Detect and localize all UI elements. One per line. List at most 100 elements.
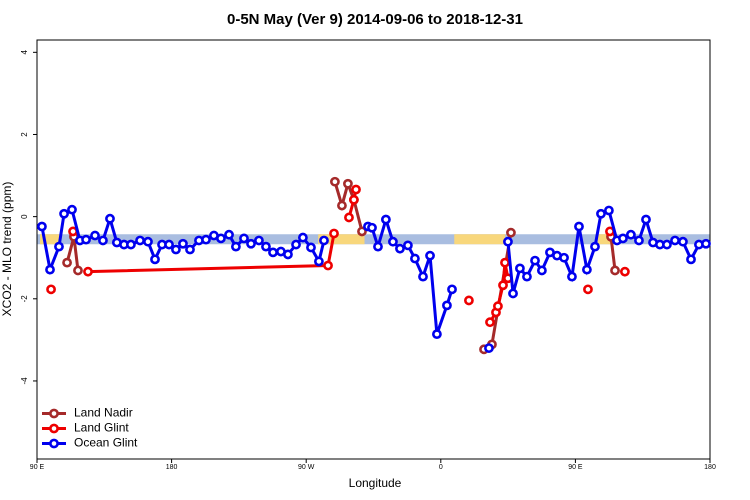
point	[178, 238, 188, 249]
point	[678, 236, 688, 247]
point	[81, 234, 91, 245]
point	[498, 280, 508, 291]
point	[83, 266, 93, 277]
x-tick-label: 90 E	[568, 464, 583, 471]
point	[485, 317, 495, 328]
x-tick-label: 90 W	[298, 464, 315, 471]
point	[583, 284, 593, 295]
x-axis-label: Longitude	[349, 476, 402, 490]
legend-marker	[49, 408, 59, 419]
legend-label: Ocean Glint	[74, 436, 138, 450]
point	[46, 284, 56, 295]
point	[67, 204, 77, 215]
point	[298, 232, 308, 243]
point	[388, 236, 398, 247]
legend-marker	[49, 438, 59, 449]
point	[143, 236, 153, 247]
point	[515, 263, 525, 274]
point	[291, 239, 301, 250]
point	[536, 265, 547, 276]
x-tick-label: 90 E	[30, 464, 45, 471]
point	[582, 264, 592, 275]
point	[344, 212, 354, 223]
point	[351, 184, 361, 195]
point	[37, 221, 47, 232]
point	[686, 254, 696, 265]
x-tick-label: 180	[704, 464, 716, 471]
point	[367, 222, 377, 233]
point	[268, 247, 278, 258]
point	[618, 233, 628, 244]
point	[493, 301, 503, 312]
band-highlight	[39, 234, 60, 245]
point	[216, 233, 226, 244]
point	[201, 234, 211, 245]
point	[306, 242, 316, 253]
plot-frame	[36, 39, 711, 460]
point	[530, 255, 540, 266]
point	[98, 235, 108, 246]
legend-marker	[49, 423, 59, 434]
point	[442, 300, 452, 311]
point	[590, 241, 600, 252]
point	[701, 238, 711, 249]
point	[150, 254, 160, 265]
point	[185, 244, 195, 255]
point	[381, 214, 391, 225]
point	[508, 288, 518, 299]
point	[164, 239, 174, 250]
point	[337, 200, 347, 211]
point	[596, 208, 606, 219]
point	[357, 226, 367, 237]
point	[500, 257, 510, 268]
point	[410, 253, 420, 264]
point	[283, 249, 293, 260]
point	[73, 265, 83, 276]
point	[567, 271, 577, 282]
chart-title: 0-5N May (Ver 9) 2014-09-06 to 2018-12-3…	[227, 11, 523, 28]
point	[90, 230, 100, 241]
point	[395, 243, 405, 254]
point	[604, 205, 614, 216]
x-tick-label: 0	[439, 464, 443, 471]
point	[670, 235, 680, 246]
point	[402, 240, 413, 251]
point	[105, 213, 115, 224]
point	[323, 260, 333, 271]
point	[54, 241, 64, 252]
point	[484, 343, 494, 353]
band-highlight	[318, 234, 365, 245]
point	[641, 214, 651, 225]
x-tick-label: 180	[166, 464, 178, 471]
point	[464, 295, 474, 306]
point	[559, 252, 569, 263]
point	[135, 235, 145, 246]
point	[62, 257, 72, 268]
point	[610, 265, 620, 276]
point	[319, 235, 329, 246]
y-tick-label: -2	[20, 295, 29, 303]
legend-label: Land Nadir	[74, 406, 133, 420]
point	[45, 264, 55, 275]
point	[343, 178, 353, 189]
point	[620, 266, 630, 277]
point	[662, 239, 672, 250]
point	[246, 238, 256, 249]
point	[373, 241, 383, 252]
point	[634, 235, 644, 246]
y-tick-label: 2	[20, 132, 29, 137]
legend-label: Land Glint	[74, 421, 129, 435]
point	[432, 329, 442, 340]
point	[329, 228, 339, 239]
point	[59, 208, 69, 219]
point	[126, 239, 136, 250]
point	[574, 221, 584, 232]
point	[503, 236, 513, 247]
point	[239, 233, 249, 244]
point	[522, 271, 532, 282]
y-tick-label: 0	[20, 214, 29, 219]
point	[418, 271, 428, 282]
point	[231, 241, 241, 252]
y-tick-label: -4	[20, 377, 29, 385]
point	[349, 194, 359, 205]
